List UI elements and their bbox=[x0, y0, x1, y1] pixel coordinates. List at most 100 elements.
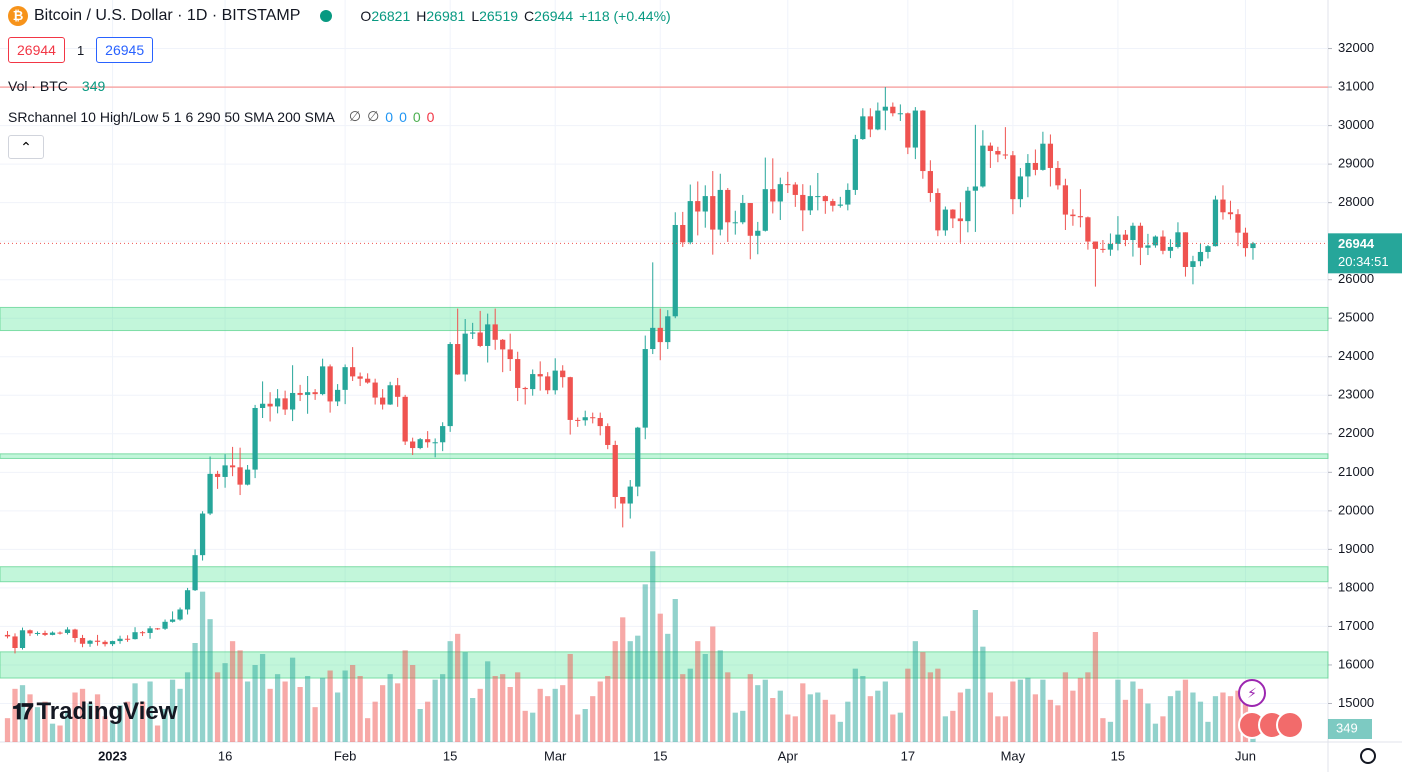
volume-bar bbox=[312, 707, 318, 742]
candle-body bbox=[372, 382, 378, 398]
volume-bar bbox=[815, 692, 821, 742]
candle-body bbox=[252, 407, 258, 470]
candle-body bbox=[867, 116, 873, 130]
candle-body bbox=[882, 106, 888, 111]
event-icon[interactable] bbox=[1276, 711, 1304, 739]
volume-bar bbox=[995, 716, 1001, 742]
candle-body bbox=[57, 632, 63, 634]
volume-bar bbox=[807, 694, 813, 742]
volume-bar bbox=[244, 681, 251, 742]
candle-body bbox=[154, 628, 161, 630]
candle-body bbox=[282, 398, 288, 410]
volume-bar bbox=[665, 633, 671, 742]
volume-bar bbox=[867, 696, 873, 742]
volume-bar bbox=[402, 650, 408, 742]
candle-body bbox=[762, 189, 768, 231]
last-price-label: 26944 bbox=[1338, 236, 1375, 251]
volume-bar bbox=[304, 676, 311, 742]
candle-body bbox=[387, 385, 393, 405]
logo-mark: 𝟏𝟕 bbox=[12, 699, 34, 724]
volume-bar bbox=[845, 701, 851, 742]
volume-bar bbox=[387, 674, 393, 742]
volume-bar bbox=[830, 714, 836, 742]
y-tick-label: 19000 bbox=[1338, 541, 1374, 556]
candle-body bbox=[395, 385, 401, 397]
logo[interactable]: 𝟏𝟕 TradingView bbox=[12, 698, 177, 726]
candle-body bbox=[4, 634, 11, 637]
candle-body bbox=[837, 204, 843, 206]
candle-body bbox=[657, 327, 663, 343]
x-tick-label: Feb bbox=[334, 748, 356, 763]
bitcoin-icon: ₿ bbox=[8, 6, 28, 26]
volume-bar bbox=[274, 674, 281, 742]
volume-title[interactable]: Vol · BTC bbox=[8, 78, 68, 94]
countdown: 20:34:51 bbox=[1338, 254, 1389, 269]
value: 26981 bbox=[426, 8, 466, 24]
candle-body bbox=[980, 145, 986, 187]
volume-bar bbox=[1062, 672, 1069, 742]
volume-bar bbox=[327, 670, 333, 742]
volume-bar bbox=[567, 654, 573, 742]
buy-button[interactable]: 26945 bbox=[96, 37, 154, 63]
volume-bar bbox=[942, 716, 948, 742]
legend-title-row: ₿ Bitcoin / U.S. Dollar · 1D · BITSTAMP … bbox=[8, 6, 671, 26]
volume-bar bbox=[1137, 688, 1144, 742]
volume-bar bbox=[237, 650, 243, 742]
volume-bar bbox=[965, 688, 971, 742]
volume-bar bbox=[1115, 679, 1121, 742]
volume-bar bbox=[552, 688, 558, 742]
x-tick-label: Mar bbox=[544, 748, 567, 763]
indicator-value: 0 bbox=[426, 108, 435, 125]
sr-zone bbox=[0, 306, 1329, 332]
candle-body bbox=[822, 196, 828, 202]
candle-body bbox=[965, 190, 971, 222]
candle-body bbox=[1055, 167, 1061, 186]
sr-zone bbox=[0, 566, 1329, 583]
market-status[interactable] bbox=[320, 10, 333, 22]
label: H bbox=[416, 8, 427, 24]
volume-bar bbox=[687, 668, 693, 742]
sell-button[interactable]: 26944 bbox=[8, 37, 65, 63]
symbol-title[interactable]: Bitcoin / U.S. Dollar · 1D · BITSTAMP bbox=[34, 7, 301, 24]
events-icons[interactable] bbox=[1238, 711, 1304, 739]
candle-body bbox=[417, 439, 423, 449]
candle-body bbox=[267, 403, 273, 407]
volume-bar bbox=[147, 681, 153, 742]
candle-body bbox=[740, 203, 746, 223]
volume-bar bbox=[365, 718, 371, 742]
candle-body bbox=[1122, 234, 1129, 241]
candle-body bbox=[650, 327, 656, 350]
candle-body bbox=[695, 201, 701, 212]
candle-body bbox=[425, 439, 431, 443]
volume-bar bbox=[785, 714, 791, 742]
candle-body bbox=[530, 374, 536, 390]
candle-body bbox=[800, 194, 806, 211]
volume-bar bbox=[477, 688, 483, 742]
candle-body bbox=[942, 209, 948, 231]
volume-bar bbox=[680, 674, 686, 742]
spread: 1 bbox=[76, 42, 85, 58]
candle-body bbox=[560, 370, 566, 378]
volume-bar bbox=[852, 668, 858, 742]
candle-body bbox=[109, 641, 116, 645]
volume-bar bbox=[357, 676, 363, 742]
x-tick-label: 15 bbox=[1111, 748, 1125, 763]
indicator-title[interactable]: SRchannel 10 High/Low 5 1 6 290 50 SMA 2… bbox=[8, 108, 335, 125]
candle-body bbox=[710, 196, 716, 230]
volume-bar bbox=[470, 698, 476, 742]
volume-bar bbox=[822, 699, 828, 742]
settings-icon[interactable] bbox=[1360, 748, 1376, 764]
candle-body bbox=[680, 224, 686, 243]
volume-bar bbox=[1025, 677, 1031, 742]
candle-body bbox=[319, 366, 326, 395]
collapse-button[interactable]: ⌃ bbox=[8, 135, 44, 159]
y-tick-label: 32000 bbox=[1338, 40, 1374, 55]
candle-body bbox=[87, 640, 93, 644]
candle-body bbox=[102, 641, 108, 645]
candle-body bbox=[702, 196, 708, 212]
volume-bar bbox=[762, 679, 768, 742]
alert-icon[interactable]: ⚡ bbox=[1238, 679, 1266, 707]
volume-bar bbox=[1032, 694, 1039, 742]
candle-body bbox=[582, 417, 588, 421]
x-tick-label: Jun bbox=[1235, 748, 1256, 763]
